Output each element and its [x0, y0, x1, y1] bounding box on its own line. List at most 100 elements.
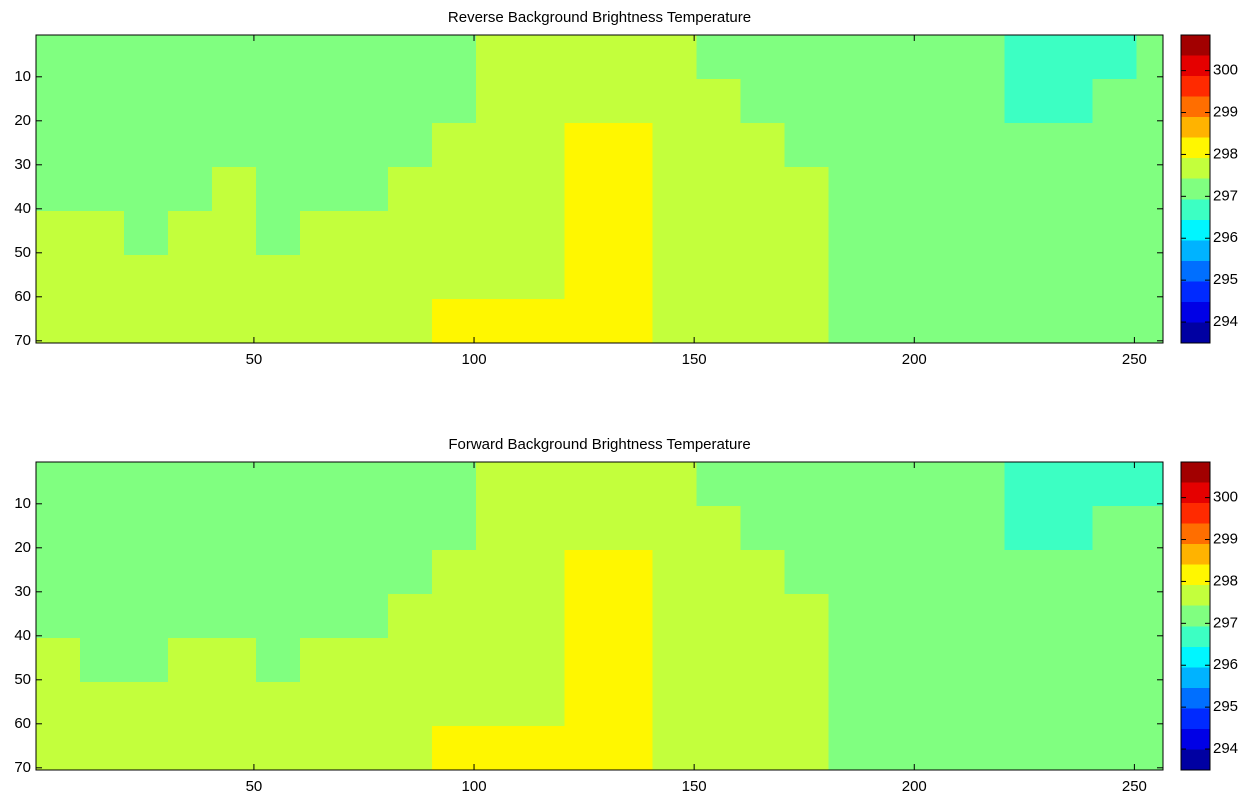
heatmap-cell — [784, 211, 829, 255]
heatmap-cell — [784, 35, 829, 79]
heatmap-cell — [916, 682, 961, 726]
heatmap-cell — [520, 79, 565, 123]
heatmap-cell — [652, 638, 697, 682]
heatmap-cell — [872, 299, 917, 343]
heatmap-cell — [124, 638, 169, 682]
heatmap-cell — [388, 550, 433, 594]
heatmap-cell — [300, 123, 345, 167]
x-tick-label: 50 — [246, 778, 263, 795]
heatmap-cell — [80, 506, 125, 550]
heatmap-cell — [916, 594, 961, 638]
heatmap-cell — [124, 123, 169, 167]
heatmap-cell — [652, 167, 697, 211]
heatmap-cell — [872, 506, 917, 550]
x-tick-label: 150 — [682, 778, 707, 795]
heatmap-cell — [212, 167, 257, 211]
heatmap-cell — [1004, 682, 1049, 726]
heatmap-cell — [520, 35, 565, 79]
heatmap-cell — [1004, 550, 1049, 594]
heatmap-cell — [476, 299, 521, 343]
heatmap-cell — [564, 167, 609, 211]
heatmap-cell — [212, 79, 257, 123]
heatmap-cell — [1092, 594, 1137, 638]
heatmap-cell — [388, 638, 433, 682]
heatmap-cell — [344, 211, 389, 255]
heatmap-cell — [872, 594, 917, 638]
y-tick-label: 10 — [14, 68, 31, 85]
heatmap-cell — [564, 35, 609, 79]
heatmap-cell — [476, 506, 521, 550]
colorbar-level — [1181, 76, 1210, 97]
heatmap-cell — [80, 123, 125, 167]
heatmap-cell — [608, 462, 653, 506]
heatmap-cell — [960, 462, 1005, 506]
heatmap-cell — [784, 682, 829, 726]
heatmap-cell — [36, 462, 81, 506]
heatmap-cell — [256, 726, 301, 770]
x-tick-label: 200 — [902, 351, 927, 368]
heatmap-cell — [652, 462, 697, 506]
heatmap-cell — [1136, 638, 1163, 682]
heatmap-cell — [1136, 167, 1163, 211]
heatmap-cell — [344, 255, 389, 299]
heatmap-cell — [256, 594, 301, 638]
heatmap-cell — [828, 638, 873, 682]
heatmap-cell — [476, 594, 521, 638]
heatmap-cell — [520, 638, 565, 682]
heatmap-cell — [960, 726, 1005, 770]
heatmap-cell — [300, 255, 345, 299]
heatmap-cell — [1004, 255, 1049, 299]
heatmap-cell — [564, 462, 609, 506]
heatmap-cell — [1092, 682, 1137, 726]
y-tick-label: 20 — [14, 539, 31, 556]
heatmap-cell — [212, 35, 257, 79]
colorbar-tick-label: 297 — [1213, 614, 1238, 631]
x-tick-label: 250 — [1122, 351, 1147, 368]
y-tick-label: 70 — [14, 332, 31, 349]
y-tick-label: 30 — [14, 583, 31, 600]
heatmap-cell — [828, 35, 873, 79]
heatmap-cell — [1092, 550, 1137, 594]
heatmap-cell — [344, 167, 389, 211]
heatmap-cell — [1004, 462, 1049, 506]
heatmap-cell — [432, 550, 477, 594]
heatmap-cell — [564, 594, 609, 638]
heatmap-cell — [1048, 506, 1093, 550]
heatmap-cell — [256, 462, 301, 506]
heatmap-cell — [652, 211, 697, 255]
heatmap-cell — [36, 167, 81, 211]
heatmap-cell — [960, 299, 1005, 343]
heatmap-cell — [696, 682, 741, 726]
heatmap-cell — [388, 123, 433, 167]
heatmap-cell — [432, 167, 477, 211]
colorbar-level — [1181, 199, 1210, 220]
heatmap-cell — [36, 550, 81, 594]
heatmap-cell — [80, 594, 125, 638]
heatmap-cell — [608, 123, 653, 167]
heatmap-cell — [916, 506, 961, 550]
heatmap-cell — [168, 167, 213, 211]
heatmap-cell — [36, 211, 81, 255]
heatmap-cell — [388, 299, 433, 343]
heatmap-cell — [212, 682, 257, 726]
heatmap-cell — [36, 682, 81, 726]
heatmap-cell — [344, 594, 389, 638]
heatmap-cell — [916, 79, 961, 123]
heatmap-cell — [300, 35, 345, 79]
heatmap-cell — [388, 167, 433, 211]
heatmap-cell — [36, 123, 81, 167]
heatmap-cell — [36, 79, 81, 123]
heatmap-cell — [564, 726, 609, 770]
heatmap-cell — [80, 35, 125, 79]
heatmap-cell — [1048, 211, 1093, 255]
heatmap-cell — [1092, 211, 1137, 255]
heatmap-cell — [212, 638, 257, 682]
heatmap-cell — [476, 462, 521, 506]
heatmap-cell — [520, 682, 565, 726]
heatmap-cell — [80, 211, 125, 255]
colorbar-tick-label: 299 — [1213, 103, 1238, 120]
colorbar-level — [1181, 708, 1210, 729]
heatmap-cell — [212, 506, 257, 550]
heatmap-cell — [696, 123, 741, 167]
heatmap-cell — [300, 594, 345, 638]
